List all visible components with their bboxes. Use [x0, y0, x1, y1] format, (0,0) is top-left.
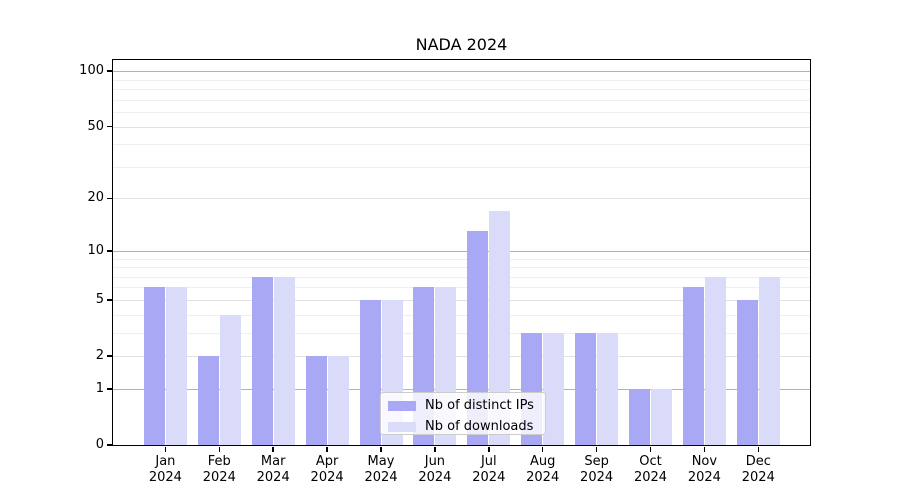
bar-distinct-ips-feb: [197, 356, 219, 445]
legend-label-distinct-ips: Nb of distinct IPs: [425, 397, 534, 413]
gridline-y-60: [113, 112, 810, 114]
x-tick-mark-sep: [595, 446, 598, 452]
x-tick-mark-mar: [272, 446, 274, 452]
y-tick-label-0: 0: [95, 437, 104, 452]
chart-title: NADA 2024: [415, 35, 508, 54]
bar-downloads-feb: [219, 314, 241, 445]
y-tick-label-1: 1: [95, 380, 104, 396]
bar-downloads-oct: [651, 388, 672, 445]
x-tick-mark-may: [380, 446, 382, 452]
gridline-y-3: [113, 332, 810, 334]
y-tick-mark-0: [107, 444, 112, 446]
bar-distinct-ips-nov: [682, 287, 704, 445]
x-tick-mark-dec: [757, 446, 760, 452]
bar-distinct-ips-sep: [575, 332, 597, 445]
gridline-y-1: [113, 388, 810, 390]
gridline-y-9: [113, 258, 810, 260]
plot-area: [113, 60, 810, 445]
bar-distinct-ips-mar: [251, 276, 273, 445]
y-tick-label-5: 5: [95, 291, 104, 307]
x-tick-mark-jun: [434, 446, 436, 452]
x-tick-label-apr: Apr 2024: [310, 454, 344, 485]
y-tick-label-100: 100: [79, 63, 104, 79]
bar-downloads-dec: [758, 276, 780, 445]
x-tick-mark-aug: [541, 446, 544, 452]
bar-downloads-apr: [327, 356, 349, 445]
x-tick-mark-jul: [488, 446, 490, 452]
legend-label-downloads: Nb of downloads: [425, 418, 534, 434]
gridline-y-4: [113, 314, 810, 316]
legend-item-downloads: Nb of downloads: [388, 418, 545, 435]
y-tick-mark-10: [107, 250, 112, 252]
gridline-y-8: [113, 267, 810, 269]
gridline-y-90: [113, 79, 810, 81]
x-tick-label-sep: Sep 2024: [580, 454, 614, 485]
y-tick-mark-5: [107, 299, 112, 301]
legend-swatch-distinct-ips: [388, 400, 416, 411]
gridline-y-7: [113, 276, 810, 278]
y-tick-label-50: 50: [87, 118, 104, 134]
x-tick-label-jun: Jun 2024: [418, 454, 452, 485]
x-tick-mark-nov: [703, 446, 706, 452]
y-tick-label-2: 2: [95, 348, 104, 364]
x-tick-label-jan: Jan 2024: [148, 454, 182, 485]
gridline-y-20: [113, 198, 810, 200]
y-tick-mark-1: [107, 388, 112, 390]
bar-distinct-ips-jan: [143, 287, 165, 445]
x-tick-mark-jan: [164, 446, 167, 452]
bar-downloads-aug: [543, 332, 565, 445]
gridline-y-40: [113, 144, 810, 146]
gridline-y-50: [113, 126, 810, 128]
gridline-y-80: [113, 89, 810, 91]
bar-distinct-ips-apr: [305, 356, 327, 445]
x-tick-label-jul: Jul 2024: [472, 454, 506, 485]
gridline-y-10: [113, 250, 810, 252]
gridline-y-5: [113, 299, 810, 301]
x-tick-mark-apr: [326, 446, 328, 452]
x-tick-label-mar: Mar 2024: [256, 454, 290, 485]
bar-downloads-sep: [597, 332, 619, 445]
y-tick-mark-50: [107, 125, 112, 128]
bar-distinct-ips-may: [359, 299, 381, 445]
legend-item-distinct-ips: Nb of distinct IPs: [388, 397, 545, 414]
bar-distinct-ips-dec: [736, 299, 758, 445]
y-tick-mark-2: [107, 355, 112, 357]
y-tick-mark-20: [107, 197, 112, 200]
x-tick-label-nov: Nov 2024: [687, 454, 721, 485]
gridline-y-6: [113, 287, 810, 289]
x-tick-mark-feb: [218, 446, 221, 452]
bar-downloads-jul: [489, 210, 511, 445]
x-tick-label-feb: Feb 2024: [202, 454, 236, 485]
gridline-y-2: [113, 356, 810, 358]
x-tick-mark-oct: [649, 446, 652, 452]
x-tick-label-oct: Oct 2024: [633, 454, 668, 485]
y-tick-label-10: 10: [87, 242, 104, 258]
legend-swatch-downloads: [388, 421, 416, 432]
gridline-y-70: [113, 99, 810, 101]
x-tick-label-aug: Aug 2024: [526, 454, 560, 485]
x-tick-label-may: May 2024: [364, 454, 398, 485]
bar-downloads-mar: [273, 276, 295, 445]
gridline-y-100: [113, 71, 810, 73]
x-tick-label-dec: Dec 2024: [741, 454, 775, 485]
y-tick-label-20: 20: [87, 190, 104, 206]
bar-distinct-ips-oct: [629, 388, 650, 445]
bar-downloads-jan: [165, 287, 187, 445]
bar-downloads-nov: [704, 276, 726, 445]
bar-distinct-ips-jul: [467, 231, 489, 445]
gridline-y-30: [113, 166, 810, 168]
y-tick-mark-100: [107, 70, 112, 72]
legend: Nb of distinct IPs Nb of downloads: [380, 392, 546, 435]
